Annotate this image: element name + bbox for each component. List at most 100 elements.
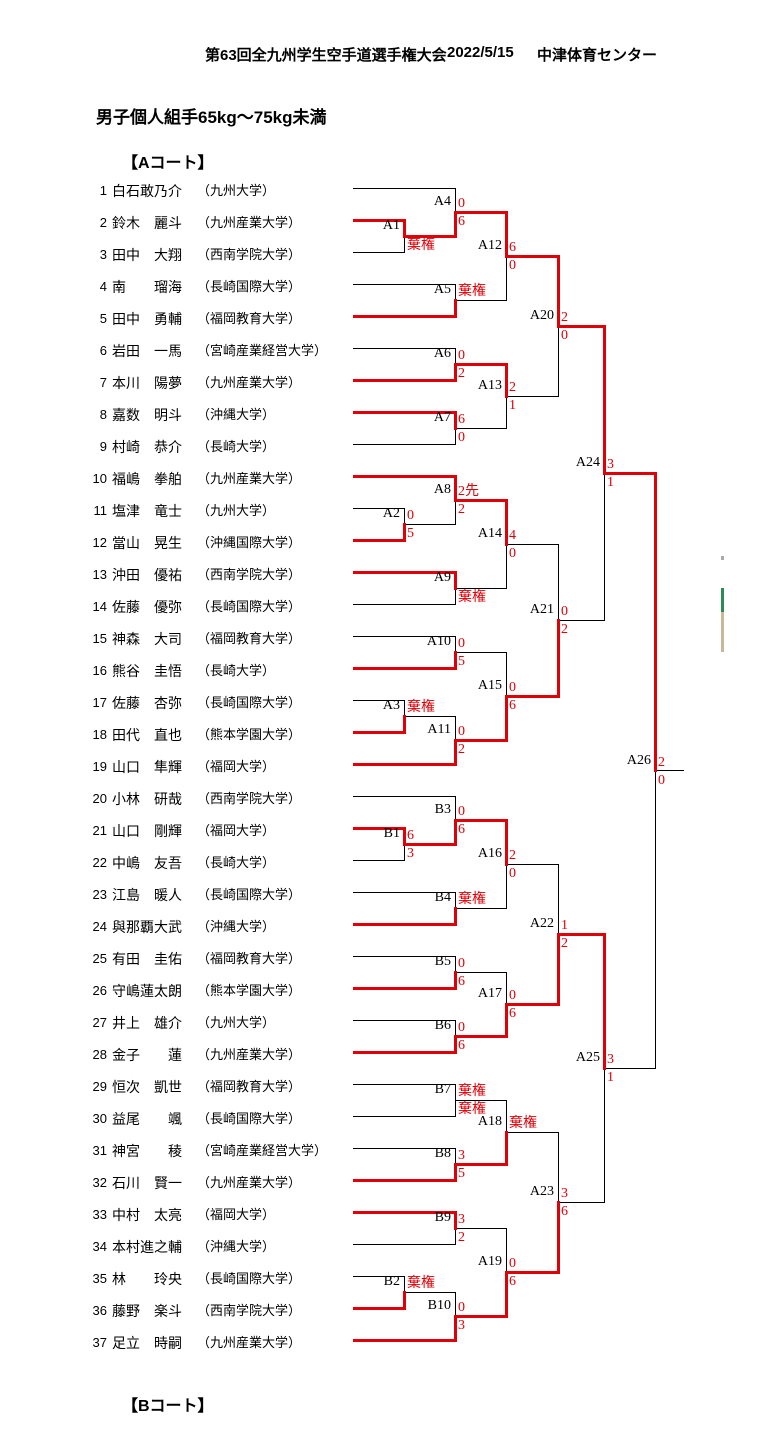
match-score: 2 [458,1230,465,1245]
bracket-win-line [602,324,606,475]
match-label: A23 [529,1184,554,1199]
player-name: 中村 太亮 [112,1207,182,1223]
bracket-line [558,619,604,621]
bracket-line [454,427,456,445]
bracket-win-line [402,218,406,238]
player-name: 與那覇大武 [112,919,182,935]
bracket-win-line [353,666,455,670]
player-university: （西南学院大学） [197,791,302,806]
bracket-win-line [455,498,506,502]
player-university: （福岡大学） [197,1207,276,1222]
match-label: A16 [477,846,502,861]
player-university: （西南学院大学） [197,567,302,582]
match-score: 6 [458,974,465,989]
bracket-line [506,1131,558,1133]
match-score: 棄権 [407,700,435,715]
match-score: 2 [509,848,516,863]
match-label: A14 [477,526,502,541]
player-university: （福岡大学） [197,823,276,838]
player-number: 20 [92,791,107,806]
bracket-win-line [404,842,455,846]
player-name: 白石敢乃介 [112,183,182,199]
bracket-line [454,499,456,525]
player-university: （沖縄大学） [197,1239,276,1254]
bracket-line [454,955,456,973]
bracket-line [505,1227,507,1273]
bracket-line [353,1275,404,1277]
match-score: 0 [458,804,465,819]
bracket-line [505,543,507,589]
match-label: B5 [434,954,451,969]
bracket-win-line [353,314,455,318]
bracket-line [604,1067,655,1069]
player-number: 24 [92,919,107,934]
bracket-line [353,251,404,253]
bracket-line [454,283,456,301]
player-name: 井上 雄介 [112,1015,182,1031]
player-number: 18 [92,727,107,742]
match-label: A18 [477,1114,502,1129]
player-university: （熊本学園大学） [197,727,302,742]
match-label: B9 [434,1210,451,1225]
bracket-win-line [402,522,406,542]
bracket-line [353,1147,455,1149]
bracket-win-line [402,714,406,734]
bracket-win-line [353,1178,455,1182]
match-label: B6 [434,1018,451,1033]
player-number: 9 [99,439,107,454]
match-label: B3 [434,802,451,817]
bracket-line [557,863,559,935]
match-label: B7 [434,1082,451,1097]
bracket-line [505,255,507,301]
player-name: 南 瑠海 [112,279,182,295]
player-name: 中嶋 友吾 [112,855,182,871]
player-university: （長崎国際大学） [197,887,302,902]
bracket-win-line [353,218,404,222]
bracket-line [403,843,405,861]
bracket-win-line [453,818,457,846]
bracket-win-line [353,922,455,926]
bracket-line [353,347,455,349]
player-name: 嘉数 明斗 [112,407,182,423]
player-university: （西南学院大学） [197,1303,302,1318]
bracket-line [353,1115,455,1117]
bracket-line [655,770,684,771]
player-number: 13 [92,567,107,582]
bracket-line [454,1099,456,1117]
bracket-win-line [453,1034,457,1054]
bracket-win-line [455,1314,506,1318]
bracket-win-line [353,730,404,734]
match-score: 0 [509,866,516,881]
match-score: 0 [509,1256,516,1271]
player-number: 22 [92,855,107,870]
bracket-win-line [504,210,508,258]
match-score: 0 [509,680,516,695]
match-label: A11 [427,722,451,737]
player-university: （福岡大学） [197,759,276,774]
bracket-win-line [602,932,606,1070]
player-number: 11 [93,503,108,518]
match-score: 0 [458,956,465,971]
match-score: 2 [509,380,516,395]
bracket-win-line [353,1050,455,1054]
edge-artifact-tan [721,612,724,652]
match-score: 6 [509,698,516,713]
bracket-win-line [506,1270,558,1274]
header-date: 2022/5/15 [447,44,514,61]
bracket-win-line [504,1130,508,1166]
match-label: A21 [529,602,554,617]
bracket-line [353,507,404,509]
bracket-win-line [504,694,508,742]
bracket-line [603,472,605,621]
bracket-line [403,235,405,253]
player-university: （九州大学） [197,503,276,518]
match-score: 棄権 [458,1084,486,1099]
bracket-line [403,699,405,717]
bracket-win-line [455,362,506,366]
bracket-win-line [504,818,508,866]
bracket-win-line [453,570,457,590]
bracket-win-line [556,618,560,698]
bracket-win-line [453,1162,457,1182]
bracket-win-line [455,818,506,822]
